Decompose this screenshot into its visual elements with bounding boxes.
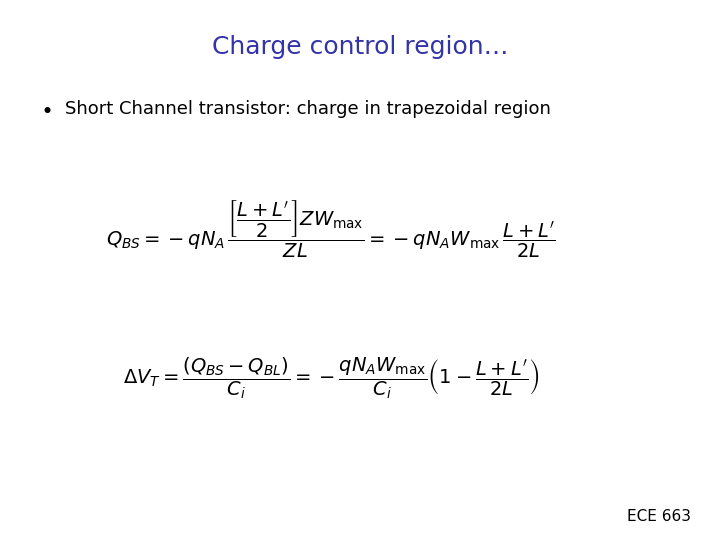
Text: Charge control region…: Charge control region… <box>212 35 508 59</box>
Text: $\Delta V_T = \dfrac{(Q_{BS}-Q_{BL})}{C_i} = -\dfrac{qN_A W_{\mathrm{max}}}{C_i}: $\Delta V_T = \dfrac{(Q_{BS}-Q_{BL})}{C_… <box>122 355 540 401</box>
Text: $Q_{BS} = -qN_A\,\dfrac{\left[\dfrac{L+L^{\prime}}{2}\right]ZW_{\mathrm{max}}}{Z: $Q_{BS} = -qN_A\,\dfrac{\left[\dfrac{L+L… <box>107 199 556 260</box>
Text: $\bullet$: $\bullet$ <box>40 100 51 120</box>
Text: Short Channel transistor: charge in trapezoidal region: Short Channel transistor: charge in trap… <box>65 100 551 118</box>
Text: ECE 663: ECE 663 <box>627 509 691 524</box>
